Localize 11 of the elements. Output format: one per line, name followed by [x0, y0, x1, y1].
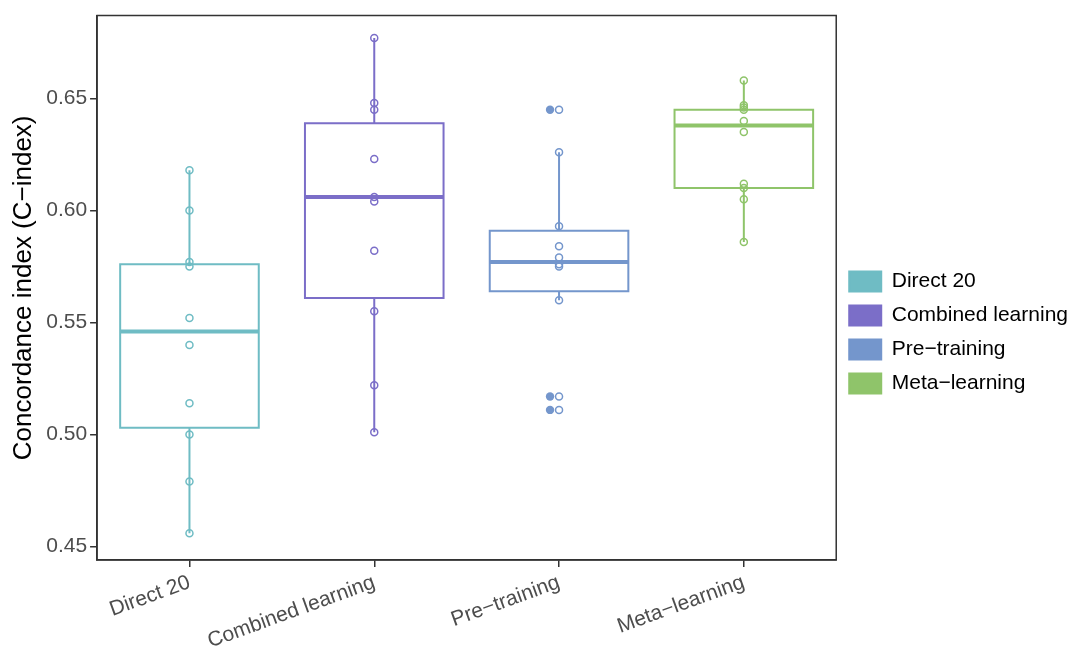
legend-label: Meta−learning [891, 370, 1026, 394]
y-axis-title: Concordance index (C−index) [6, 115, 37, 461]
legend-label: Direct 20 [891, 268, 976, 292]
legend-label: Pre−training [891, 336, 1006, 360]
y-tick-label: 0.45 [46, 533, 88, 557]
y-tick-label: 0.55 [46, 309, 88, 333]
x-tick-label: Direct 20 [105, 569, 193, 620]
y-tick-label: 0.60 [46, 197, 88, 221]
y-tick-label: 0.50 [46, 421, 88, 445]
legend-label: Combined learning [891, 302, 1069, 326]
y-tick-label: 0.65 [46, 85, 88, 109]
